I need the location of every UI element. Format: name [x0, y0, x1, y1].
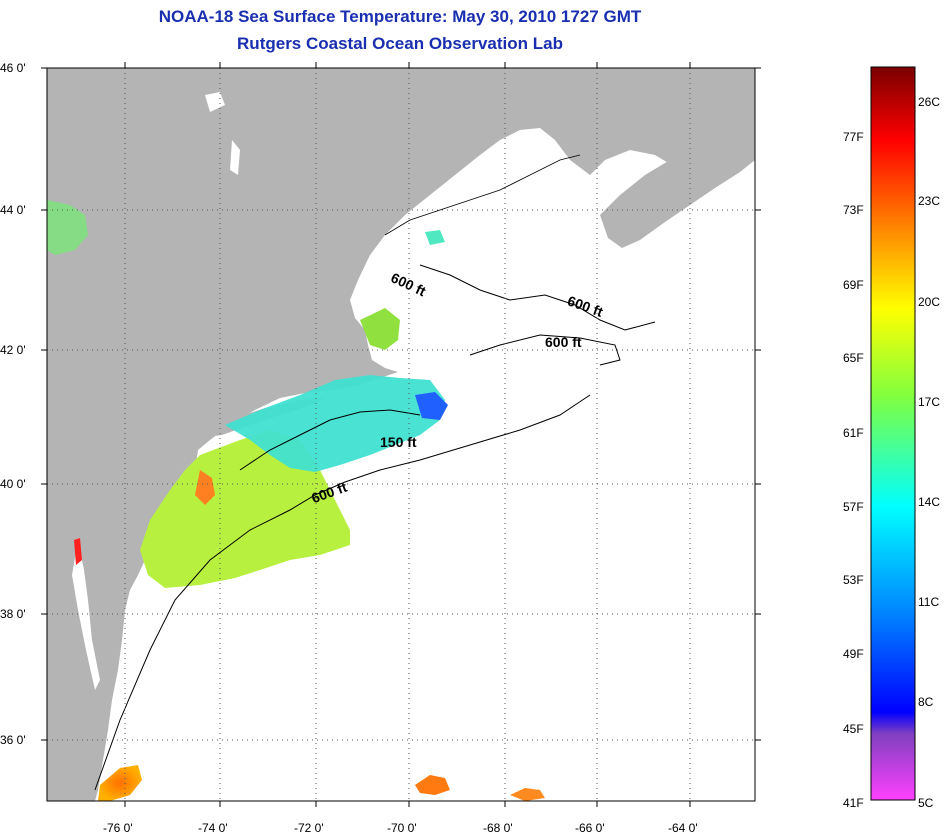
sst-bright-green-lake	[47, 200, 88, 255]
lat-lon-grid	[47, 68, 755, 801]
lat-label: 42 0'	[0, 343, 26, 357]
land-nova-scotia	[600, 128, 755, 248]
chesapeake-bay	[72, 540, 100, 690]
sst-orange-offshore-1	[415, 775, 450, 795]
land-mainland	[47, 68, 755, 801]
sst-yellow-green-shelf	[140, 430, 350, 588]
sst-orange-offshore-2	[510, 788, 545, 801]
lat-label: 46 0'	[0, 61, 26, 75]
lon-label: -64 0'	[668, 821, 698, 835]
lon-label: -72 0'	[294, 821, 324, 835]
lat-label: 36 0'	[0, 733, 26, 747]
lake-patch	[205, 92, 225, 112]
sst-orange-nj	[195, 470, 215, 505]
lon-label: -76 0'	[103, 821, 133, 835]
isobath-maine-coast	[384, 154, 581, 236]
map-subtitle: Rutgers Coastal Ocean Observation Lab	[237, 34, 563, 53]
lon-label: -68 0'	[483, 821, 513, 835]
map-title: NOAA-18 Sea Surface Temperature: May 30,…	[158, 7, 642, 26]
sst-cyan-mid-shelf	[225, 375, 445, 472]
sst-orange-nc	[98, 765, 142, 801]
isobath-600ft-gulf-maine	[419, 264, 656, 331]
isobath-label: 150 ft	[380, 434, 417, 450]
sst-blue-georges	[415, 392, 448, 420]
tick-marks	[41, 62, 761, 807]
isobath-150ft	[239, 409, 421, 471]
isobath-600ft-jordan	[469, 334, 621, 366]
lat-label: 38 0'	[0, 607, 26, 621]
lake-patch-2	[230, 140, 240, 175]
isobath-label: 600 ft	[545, 334, 582, 350]
lon-label: -74 0'	[198, 821, 228, 835]
latitude-labels: 46 0' 44 0' 42 0' 40 0' 38 0' 36 0'	[0, 61, 26, 747]
sst-cyan-maine-patch	[425, 230, 445, 245]
lat-label: 44 0'	[0, 203, 26, 217]
lon-label: -70 0'	[387, 821, 417, 835]
sst-green-cape-cod-bay	[360, 308, 400, 350]
sst-red-lower-bay	[74, 538, 82, 565]
longitude-labels: -76 0' -74 0' -72 0' -70 0' -68 0' -66 0…	[103, 821, 698, 835]
isobath-600ft-southern	[94, 394, 591, 791]
lat-label: 40 0'	[0, 477, 26, 491]
lon-label: -66 0'	[575, 821, 605, 835]
map-frame	[46, 67, 756, 802]
